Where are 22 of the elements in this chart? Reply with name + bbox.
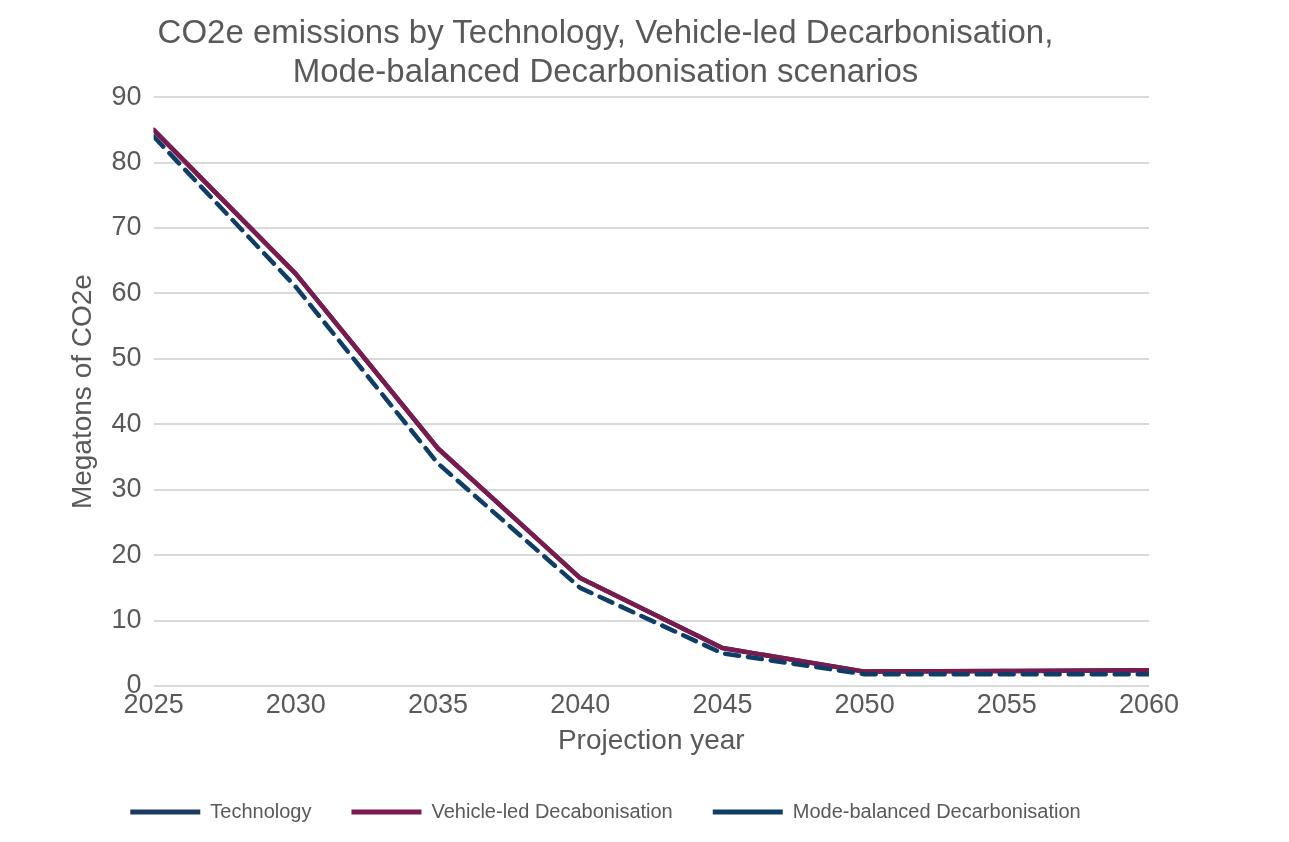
x-axis-title: Projection year <box>557 723 745 755</box>
x-tick-label: 2055 <box>976 688 1037 719</box>
x-tick-label: 2050 <box>834 688 895 719</box>
y-tick-label: 70 <box>111 211 142 242</box>
chart-title: CO2e emissions by Technology, Vehicle-led Decarbonisation, Mode-balanced Decarbonisation scenarios <box>157 12 1054 90</box>
y-tick-label: 80 <box>111 146 142 177</box>
y-tick-label: 40 <box>111 407 142 438</box>
x-tick-label: 2035 <box>407 688 469 719</box>
y-tick-label: 90 <box>111 80 142 111</box>
y-tick-label: 10 <box>111 604 142 635</box>
x-tick-label: 2060 <box>1118 688 1180 719</box>
legend-label: Mode-balanced Decarbonisation <box>792 799 1081 822</box>
x-tick-label: 2045 <box>692 688 753 719</box>
y-axis-title: Megatons of CO2e <box>65 274 97 510</box>
y-tick-label: 50 <box>111 342 142 373</box>
legend-label: Vehicle-led Decabonisation <box>431 799 673 822</box>
y-tick-label: 30 <box>111 473 142 504</box>
x-tick-label: 2040 <box>550 688 611 719</box>
x-tick-label: 2030 <box>265 688 326 719</box>
legend-label: Technology <box>210 799 312 822</box>
y-tick-label: 20 <box>111 538 142 569</box>
y-tick-label: 60 <box>111 276 142 307</box>
